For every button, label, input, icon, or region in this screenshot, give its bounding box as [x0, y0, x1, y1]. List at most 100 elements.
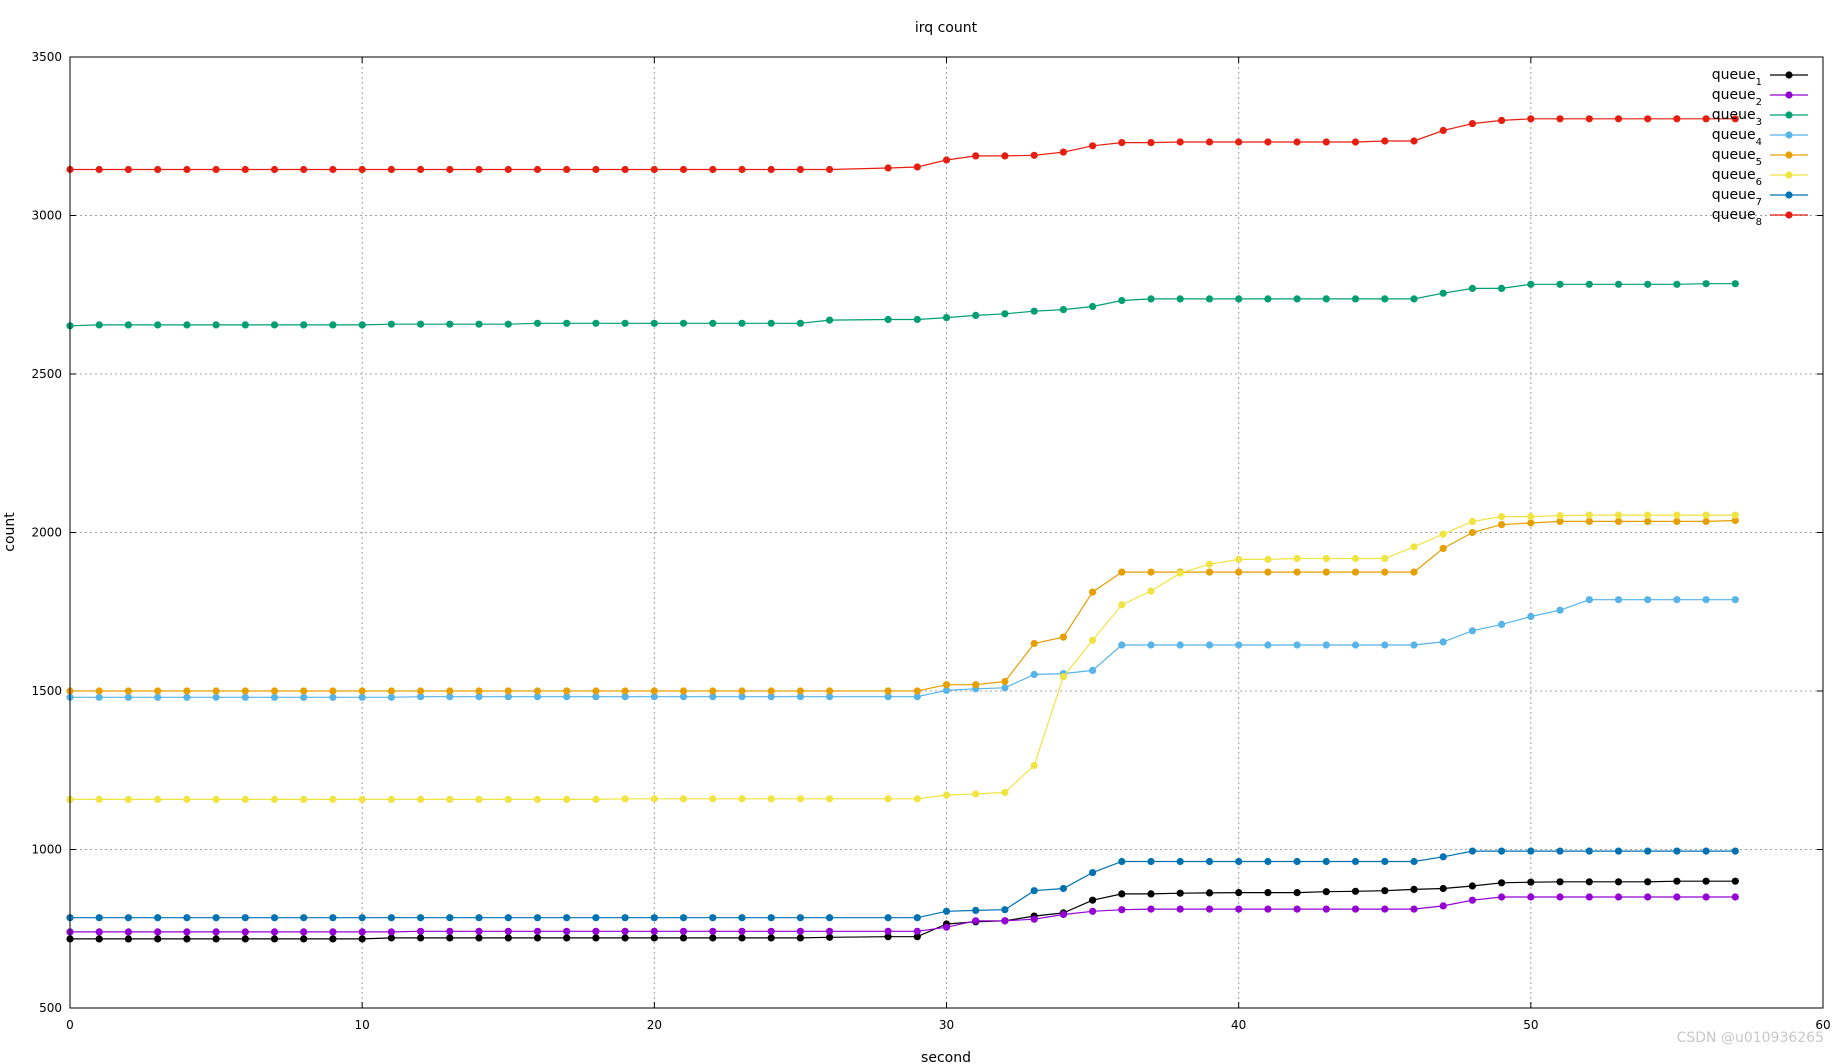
data-point [1498, 620, 1506, 629]
data-point [1468, 847, 1476, 855]
data-point [1235, 138, 1243, 146]
data-point [1468, 627, 1476, 635]
data-point [826, 933, 834, 941]
data-point [1702, 517, 1710, 526]
data-point [650, 934, 658, 942]
data-point [300, 795, 308, 804]
data-point [183, 795, 191, 804]
data-point [942, 156, 951, 164]
data-point [1205, 889, 1214, 897]
legend-label: queue7 [1712, 187, 1762, 208]
data-point [796, 693, 805, 701]
data-point [417, 934, 425, 942]
data-point [387, 934, 395, 942]
legend-swatch-point [1785, 211, 1793, 219]
data-point [1527, 115, 1535, 123]
data-point [475, 927, 483, 935]
data-point [709, 165, 717, 174]
y-tick-label: 1500 [31, 684, 62, 698]
data-point [504, 165, 512, 174]
data-point [826, 914, 834, 922]
legend-label: queue6 [1712, 167, 1762, 188]
x-tick-label: 10 [355, 1018, 370, 1032]
legend-swatch-point [1785, 151, 1793, 159]
data-point [154, 693, 162, 701]
data-point [621, 934, 629, 942]
data-point [1468, 882, 1476, 890]
data-point [1351, 905, 1360, 913]
data-point [154, 687, 162, 695]
data-point [124, 928, 132, 936]
data-point [621, 319, 629, 327]
data-point [533, 319, 542, 327]
data-point [329, 165, 337, 174]
data-point [300, 914, 308, 922]
data-point [1089, 636, 1097, 644]
data-point [1673, 596, 1681, 604]
data-point [592, 319, 600, 327]
x-tick-label: 60 [1815, 1018, 1830, 1032]
data-point [738, 934, 746, 942]
legend-item-queue1: queue1 [1712, 67, 1808, 88]
data-point [1614, 847, 1623, 855]
data-point [212, 321, 220, 329]
legend-item-queue8: queue8 [1712, 207, 1808, 228]
data-point [329, 693, 337, 701]
data-point [1118, 857, 1126, 866]
data-point [679, 795, 688, 803]
data-point [563, 934, 571, 942]
data-point [796, 927, 805, 935]
data-point [1614, 115, 1623, 123]
data-point [942, 686, 951, 695]
data-point [1468, 896, 1476, 904]
data-point [1614, 878, 1623, 886]
data-point [212, 928, 220, 936]
x-tick-label: 30 [939, 1018, 954, 1032]
data-point [767, 319, 775, 327]
series-group [66, 115, 1739, 943]
data-point [1030, 307, 1038, 315]
data-point [1410, 568, 1418, 576]
data-point [679, 914, 688, 922]
legend-swatch-point [1785, 171, 1793, 179]
data-point [183, 928, 191, 936]
data-point [650, 165, 658, 174]
data-point [884, 315, 892, 324]
data-point [738, 693, 746, 701]
data-point [358, 321, 366, 329]
data-point [1351, 138, 1360, 146]
data-point [1293, 295, 1301, 303]
data-point [1731, 516, 1739, 525]
data-point [1059, 306, 1067, 314]
data-point [650, 914, 658, 922]
data-point [95, 693, 103, 701]
data-point [1293, 568, 1301, 576]
data-point [592, 795, 600, 804]
data-point [1527, 847, 1535, 855]
data-point [154, 914, 162, 922]
legend-label: queue1 [1712, 67, 1762, 88]
grid [70, 57, 1823, 1008]
data-point [1644, 847, 1652, 855]
data-point [212, 914, 220, 922]
data-point [796, 914, 805, 922]
data-point [1439, 638, 1447, 646]
series-line [70, 519, 1736, 692]
data-point [446, 687, 454, 695]
data-point [95, 928, 103, 936]
data-point [1351, 295, 1360, 303]
data-point [1264, 641, 1272, 649]
data-point [1235, 857, 1243, 866]
data-point [1322, 905, 1330, 913]
data-point [1498, 284, 1506, 292]
data-point [1176, 138, 1184, 146]
data-point [1702, 596, 1710, 604]
data-point [417, 927, 425, 935]
data-point [738, 687, 746, 695]
data-point [183, 914, 191, 922]
data-point [679, 693, 688, 701]
data-point [1118, 906, 1126, 914]
legend-label: queue8 [1712, 207, 1762, 228]
data-point [446, 914, 454, 922]
data-point [913, 933, 921, 941]
